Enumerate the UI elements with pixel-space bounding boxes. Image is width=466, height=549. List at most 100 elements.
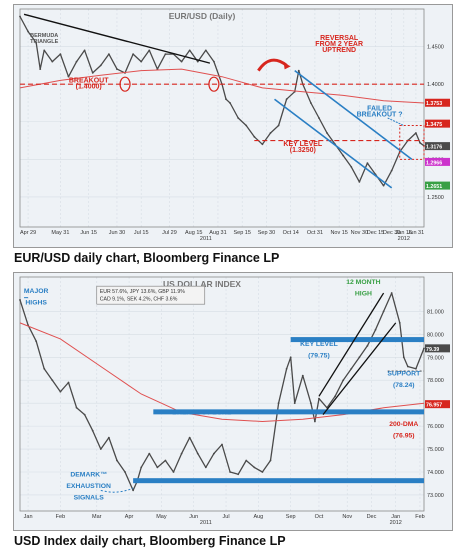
price-point (35, 340, 38, 343)
price-label: 1.3475 (426, 122, 442, 128)
x-tick-label: Sep (286, 514, 296, 520)
price-point (402, 356, 405, 359)
x-tick-label: Dec 30 (383, 230, 400, 236)
reversal-arrow-head (283, 62, 291, 70)
plot-area (19, 276, 425, 512)
price-label-box (425, 400, 450, 409)
price-point (43, 49, 46, 52)
price-point (221, 443, 223, 446)
y-tick-label: 76.000 (427, 424, 444, 430)
price-point (318, 397, 320, 400)
x-tick-label: May (156, 514, 167, 520)
x-tick-label: Aug 15 (185, 230, 202, 236)
price-point (188, 49, 191, 52)
price-point (188, 436, 191, 439)
price-point (419, 141, 421, 144)
price-series-line (19, 16, 425, 187)
price-point (180, 452, 183, 455)
annotation-label: 12 MONTH (346, 279, 380, 286)
channel-upper-line (318, 292, 385, 397)
price-point (132, 489, 135, 492)
price-point (261, 143, 264, 146)
price-point (107, 436, 110, 439)
x-tick-label: Aug 31 (209, 230, 226, 236)
x-tick-label: Jun 30 (109, 230, 126, 236)
price-point (67, 381, 70, 384)
price-label-box (425, 157, 450, 166)
price-point (204, 49, 207, 52)
breakout-circle (208, 76, 220, 92)
price-point (398, 321, 401, 324)
x-tick-label: May 31 (51, 230, 69, 236)
price-point (229, 471, 231, 473)
annotation-label: EXHAUSTION (66, 483, 111, 490)
price-point (164, 53, 167, 56)
price-point (51, 379, 54, 382)
annotation-label: FROM 2 YEAR (315, 41, 363, 48)
y-tick-label: 1.4500 (427, 45, 444, 51)
price-point (285, 98, 288, 101)
x-tick-label: Jul 29 (162, 230, 177, 236)
price-point (309, 402, 312, 405)
price-point (293, 402, 296, 405)
annotation-label: KEY LEVEL (283, 141, 322, 148)
annotation-label: TRIANGLE (30, 39, 58, 45)
key-level-zone (290, 337, 424, 343)
price-point (225, 98, 227, 101)
price-label: 1.3753 (426, 101, 442, 107)
price-point (382, 310, 385, 313)
price-point (99, 448, 102, 450)
price-point (116, 459, 118, 462)
price-point (148, 49, 151, 52)
price-point (245, 459, 248, 462)
demark-arrow (100, 487, 134, 493)
annotation-label: BREAKOUT (69, 78, 109, 85)
price-point (67, 75, 70, 78)
price-point (148, 452, 151, 455)
price-point (269, 459, 272, 462)
weights-legend-text: EUR 57.6%, JPY 13.6%, GBP 11.9% (100, 289, 185, 295)
price-point (269, 132, 272, 134)
price-point (19, 299, 21, 301)
price-point (301, 374, 304, 377)
eurusd-caption: EUR/USD daily chart, Bloomberg Finance L… (14, 251, 280, 265)
price-point (75, 60, 78, 63)
chart-title: EUR/USD (Daily) (169, 11, 236, 21)
y-tick-label: 80.000 (427, 332, 444, 338)
price-label: 79.39 (426, 347, 439, 353)
year-label: 2011 (200, 236, 212, 242)
price-point (289, 356, 292, 359)
price-point (253, 135, 256, 138)
year-label: 2012 (390, 520, 402, 526)
price-point (314, 420, 316, 423)
price-point (342, 154, 345, 157)
price-point (415, 367, 417, 370)
price-point (107, 53, 110, 56)
price-point (358, 180, 361, 183)
price-point (261, 471, 264, 473)
y-tick-label: 74.000 (427, 470, 444, 476)
annotation-label: KEY LEVEL (300, 341, 338, 348)
y-tick-label: 75.000 (427, 447, 444, 453)
price-point (156, 466, 159, 469)
price-point (390, 169, 393, 172)
annotation-label: SIGNALS (74, 495, 105, 502)
annotation-label: BREAKOUT ? (357, 111, 403, 118)
price-point (116, 68, 118, 71)
price-point (99, 64, 102, 67)
year-label: 2012 (398, 236, 410, 242)
price-point (124, 471, 126, 473)
annotation-label: SUPPORT (387, 371, 421, 378)
price-point (277, 124, 280, 127)
x-tick-label: Sep 15 (233, 230, 250, 236)
annotation-label: MAJOR (24, 288, 49, 295)
price-point (342, 379, 345, 382)
annotation-label: BERMUDA (30, 33, 58, 39)
x-tick-label: Dec 15 (367, 230, 384, 236)
price-point (196, 60, 199, 63)
price-point (334, 395, 337, 398)
price-point (83, 49, 86, 52)
price-point (237, 473, 240, 476)
price-label: 76.957 (426, 403, 442, 409)
usd-index-chart: 81.00080.00079.00078.00077.00076.00075.0… (19, 276, 450, 526)
